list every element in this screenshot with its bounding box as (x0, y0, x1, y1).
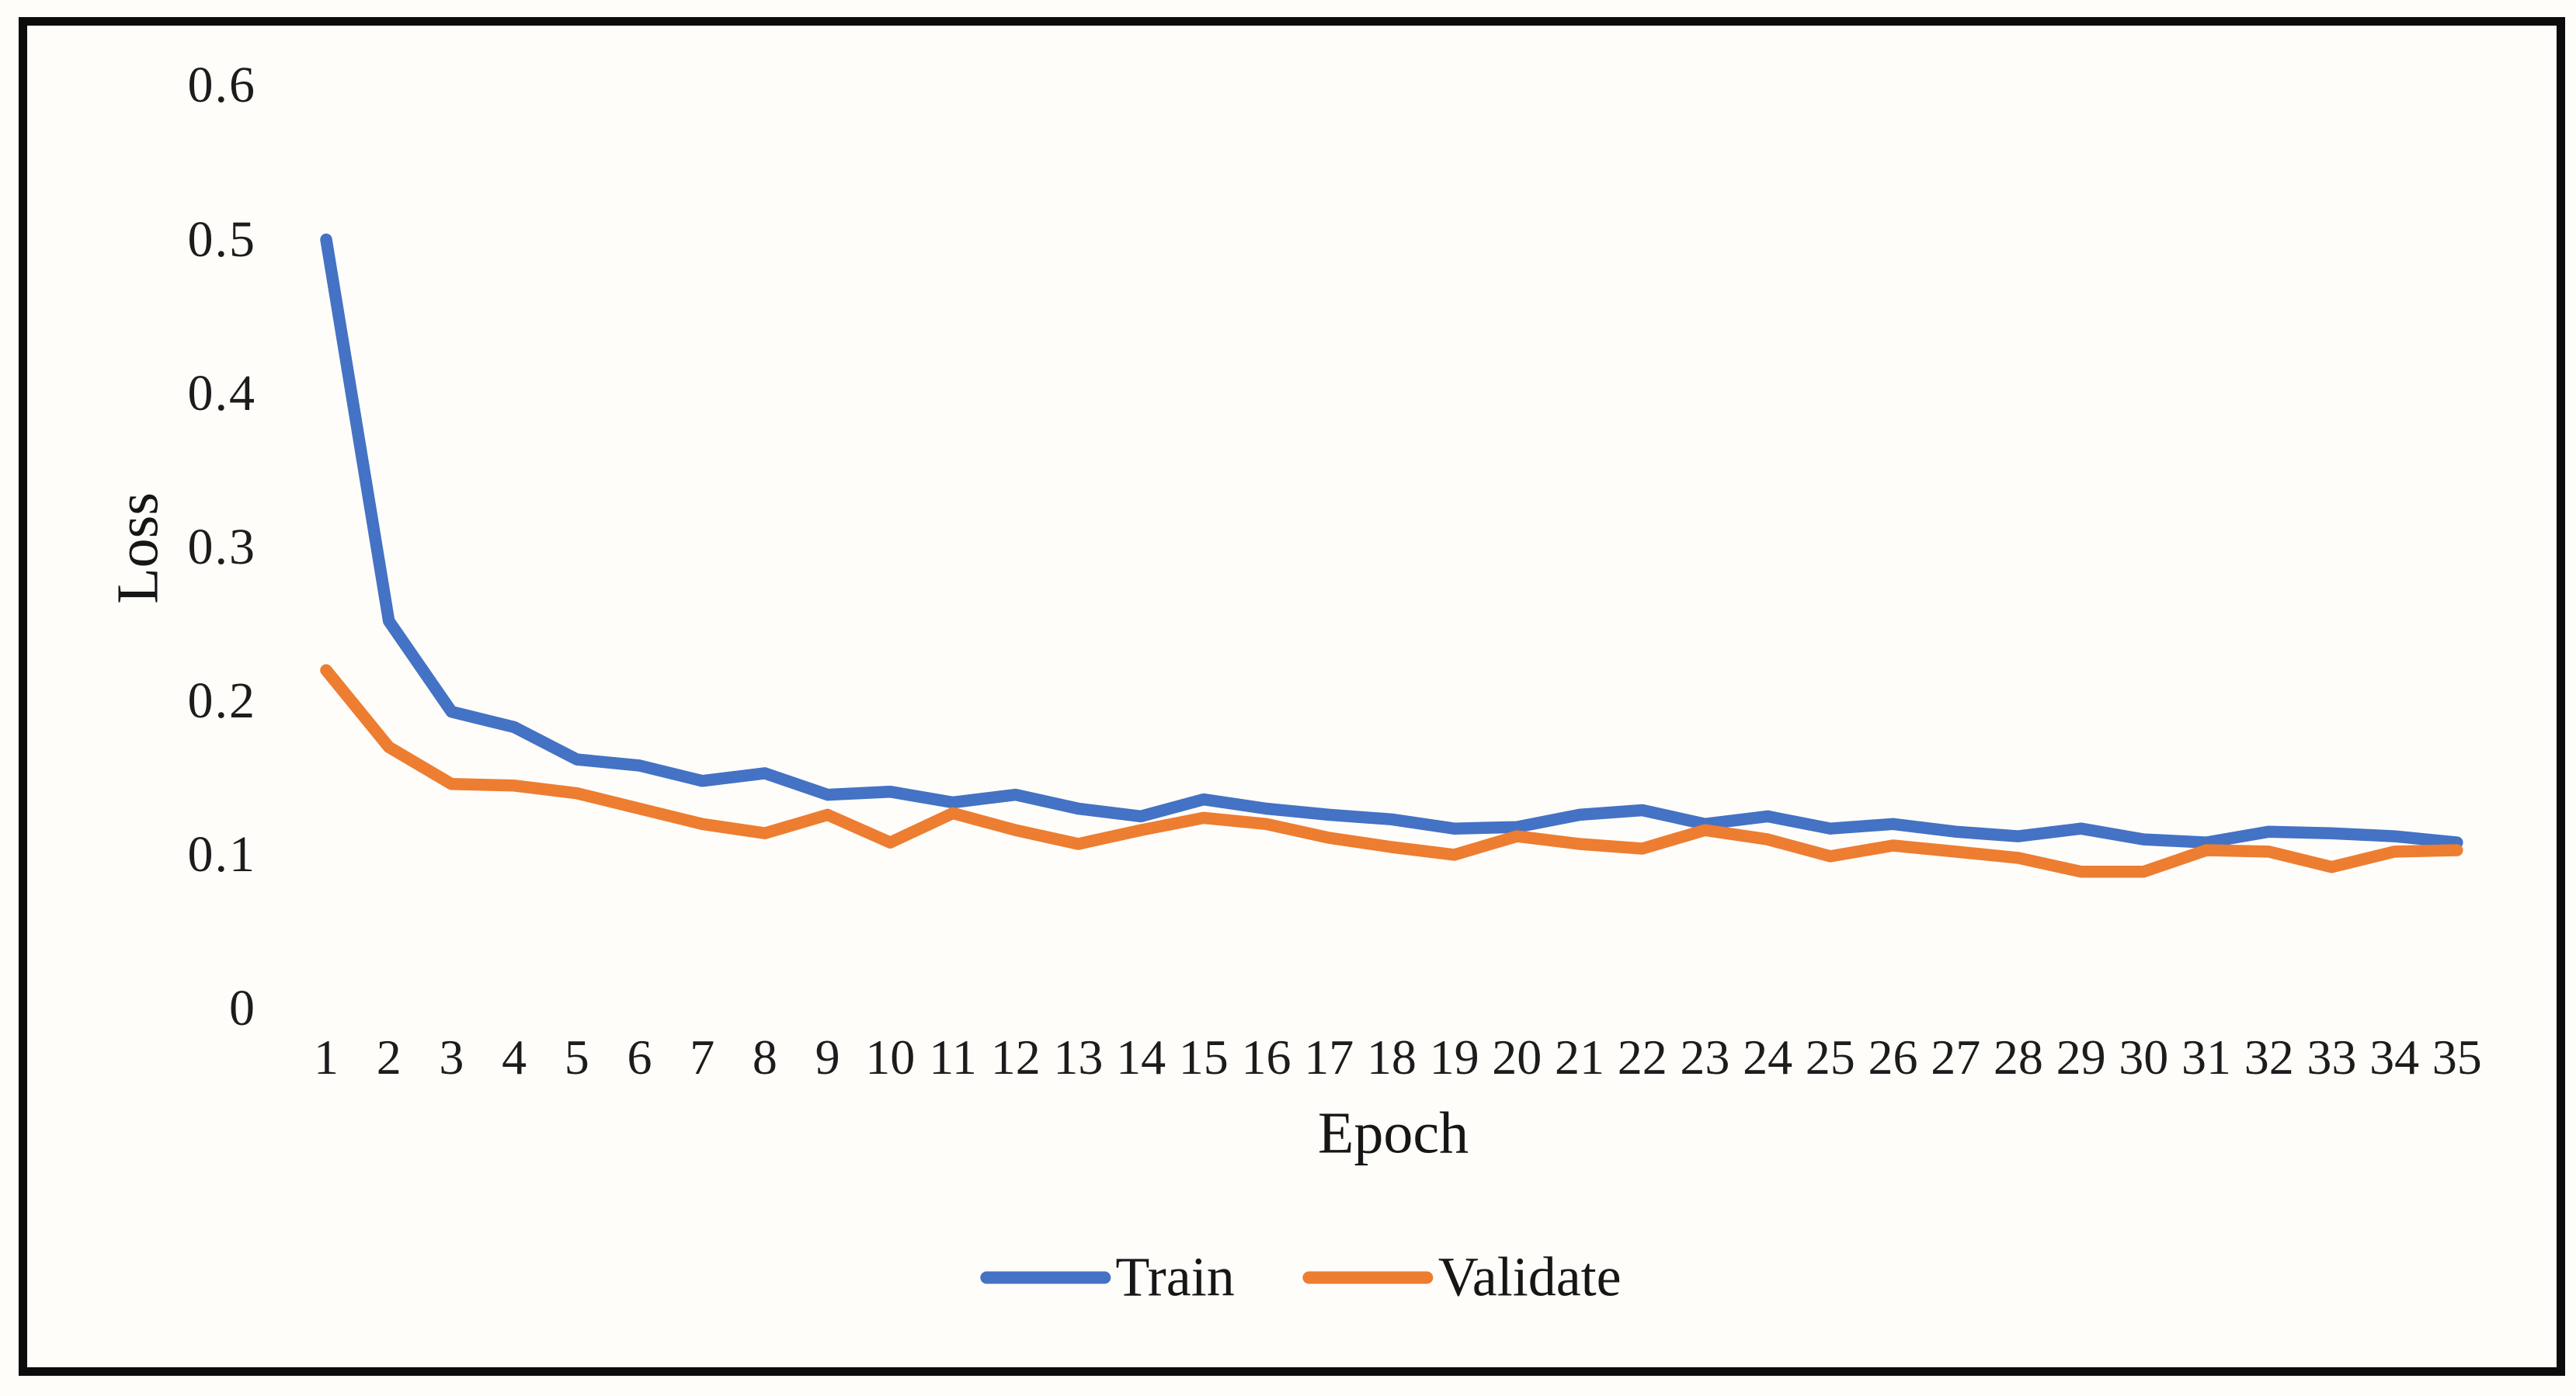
x-tick-label: 9 (815, 1030, 840, 1085)
legend-item-train: Train (980, 1245, 1235, 1310)
x-tick-label: 33 (2307, 1030, 2357, 1085)
x-tick-label: 22 (1617, 1030, 1667, 1085)
y-tick-label: 0.4 (187, 364, 256, 422)
x-axis-title: Epoch (1317, 1100, 1469, 1166)
x-tick-label: 18 (1366, 1030, 1417, 1085)
y-tick-label: 0.5 (187, 210, 256, 268)
legend-line-swatch-train (980, 1271, 1111, 1283)
validate-line (320, 664, 2463, 878)
x-tick-label: 17 (1304, 1030, 1354, 1085)
x-tick-label: 25 (1805, 1030, 1855, 1085)
x-tick-label: 16 (1241, 1030, 1291, 1085)
x-tick-label: 21 (1555, 1030, 1604, 1085)
x-tick-label: 13 (1053, 1030, 1104, 1085)
y-tick-label: 0 (229, 980, 256, 1037)
x-tick-label: 12 (990, 1030, 1041, 1085)
chart-legend: Train Validate (980, 1245, 1622, 1310)
x-tick-label: 1 (314, 1030, 339, 1085)
x-tick-label: 29 (2056, 1030, 2106, 1085)
x-tick-label: 27 (1931, 1030, 1981, 1085)
x-tick-label: 15 (1178, 1030, 1229, 1085)
x-tick-label: 24 (1743, 1030, 1793, 1085)
x-tick-label: 3 (439, 1030, 464, 1085)
y-tick-label: 0.3 (187, 518, 256, 575)
x-tick-label: 30 (2119, 1030, 2169, 1085)
figure-frame-border (19, 17, 2565, 1376)
x-tick-label: 26 (1868, 1030, 1918, 1085)
x-tick-label: 7 (690, 1030, 715, 1085)
x-tick-label: 23 (1680, 1030, 1730, 1085)
x-tick-label: 28 (1993, 1030, 2043, 1085)
x-tick-label: 10 (865, 1030, 916, 1085)
x-tick-label: 35 (2432, 1030, 2482, 1085)
x-tick-label: 2 (376, 1030, 402, 1085)
train-line (320, 233, 2463, 849)
y-tick-label: 0.1 (187, 825, 256, 883)
x-tick-label: 20 (1492, 1030, 1542, 1085)
x-tick-label: 8 (752, 1030, 777, 1085)
legend-item-validate: Validate (1302, 1245, 1622, 1310)
legend-label: Validate (1437, 1245, 1622, 1308)
legend-line-swatch-validate (1302, 1271, 1434, 1283)
x-tick-label: 11 (929, 1030, 977, 1085)
x-tick-label: 6 (627, 1030, 652, 1085)
legend-label: Train (1115, 1245, 1235, 1308)
x-tick-label: 19 (1429, 1030, 1479, 1085)
x-tick-label: 14 (1116, 1030, 1166, 1085)
x-tick-label: 34 (2369, 1030, 2420, 1085)
x-tick-label: 5 (564, 1030, 589, 1085)
y-tick-label: 0.2 (187, 672, 256, 729)
y-tick-label: 0.6 (187, 57, 256, 114)
x-tick-label: 4 (502, 1030, 527, 1085)
x-tick-label: 31 (2181, 1030, 2231, 1085)
x-tick-label: 32 (2244, 1030, 2294, 1085)
